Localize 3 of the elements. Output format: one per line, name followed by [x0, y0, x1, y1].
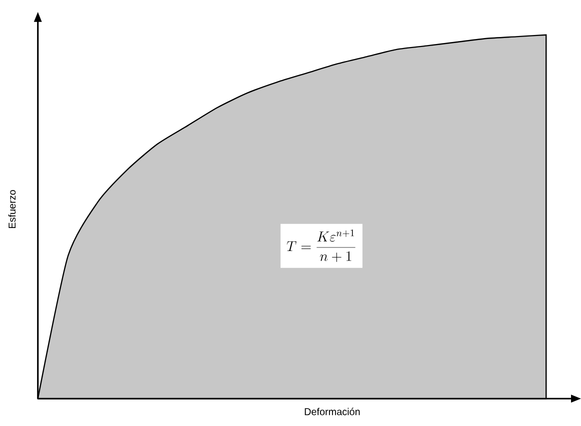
x-axis-title: Deformación	[304, 408, 360, 416]
y-axis-title: Esfuerzo	[8, 190, 16, 228]
annotation: $T=\frac{K\varepsilon^{n+1}}{n+1}$	[286, 230, 356, 262]
